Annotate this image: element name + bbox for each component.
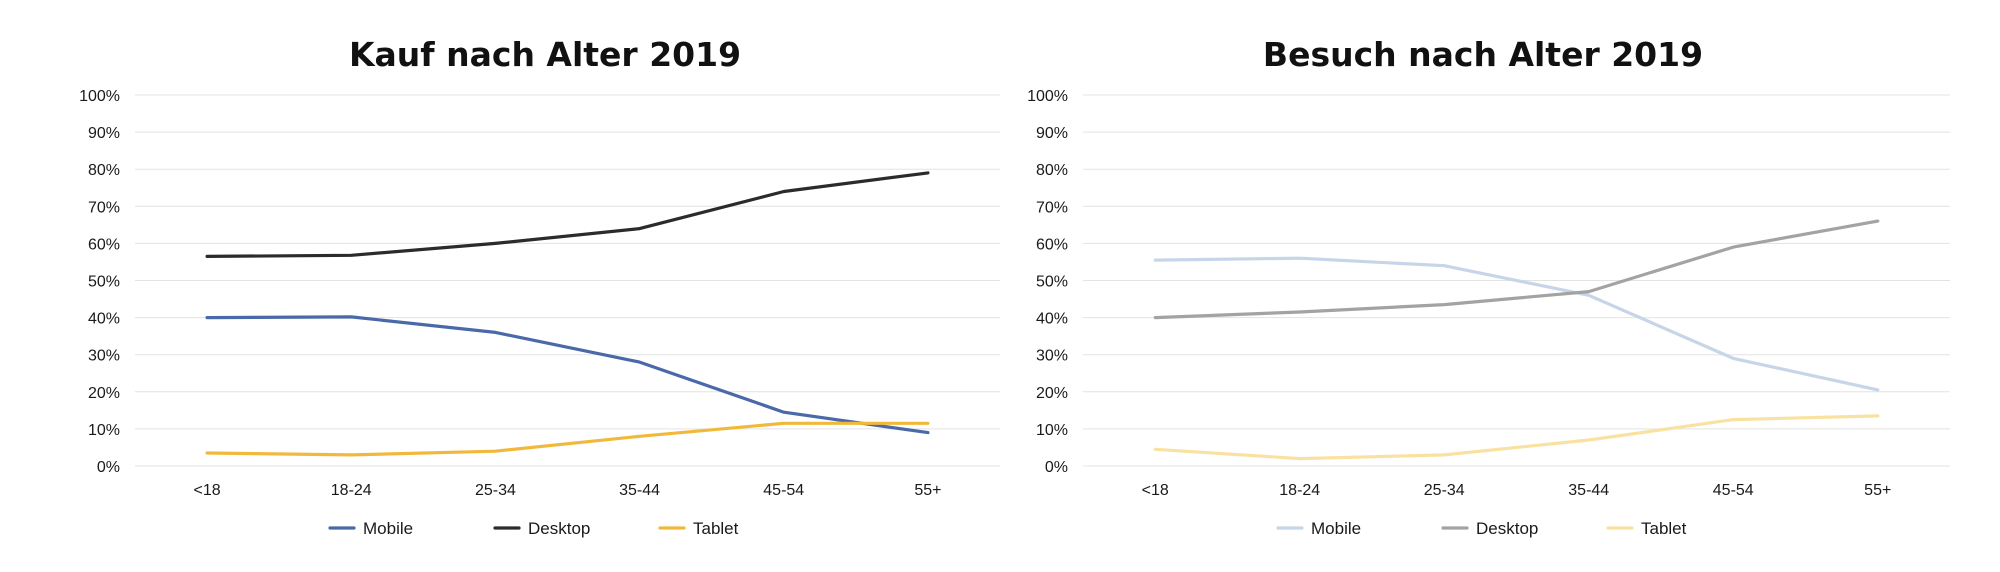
y-tick-label: 80% bbox=[1036, 162, 1068, 179]
y-tick-label: 30% bbox=[1036, 348, 1068, 365]
series-line-tablet bbox=[1153, 414, 1880, 461]
legend-label: Desktop bbox=[1476, 519, 1538, 538]
y-tick-label: 90% bbox=[88, 125, 120, 142]
x-tick-label: 18-24 bbox=[1279, 482, 1320, 499]
series-line-tablet bbox=[205, 421, 930, 457]
y-tick-label: 0% bbox=[1045, 459, 1068, 476]
legend-item-desktop: Desktop bbox=[1441, 519, 1538, 538]
legend-item-tablet: Tablet bbox=[658, 519, 739, 538]
legend-label: Mobile bbox=[363, 519, 413, 538]
chart-title: Besuch nach Alter 2019 bbox=[1263, 35, 1703, 74]
y-tick-label: 60% bbox=[1036, 236, 1068, 253]
x-tick-label: <18 bbox=[194, 482, 221, 499]
x-tick-label: 35-44 bbox=[1568, 482, 1609, 499]
legend-label: Desktop bbox=[528, 519, 590, 538]
y-tick-label: 70% bbox=[1036, 199, 1068, 216]
legend-item-mobile: Mobile bbox=[1276, 519, 1361, 538]
x-tick-label: 35-44 bbox=[619, 482, 660, 499]
y-tick-label: 40% bbox=[88, 311, 120, 328]
x-tick-label: 55+ bbox=[1864, 482, 1891, 499]
y-tick-label: 30% bbox=[88, 348, 120, 365]
y-tick-label: 20% bbox=[1036, 385, 1068, 402]
legend-label: Mobile bbox=[1311, 519, 1361, 538]
legend-item-mobile: Mobile bbox=[328, 519, 413, 538]
x-tick-label: 45-54 bbox=[1713, 482, 1754, 499]
x-tick-label: 25-34 bbox=[1424, 482, 1465, 499]
legend-label: Tablet bbox=[1641, 519, 1687, 538]
y-tick-label: 10% bbox=[88, 422, 120, 439]
chart-kauf: Kauf nach Alter 2019 0% 10% 20% 30% 40% 50% 60… bbox=[79, 35, 1000, 538]
x-tick-label: 45-54 bbox=[763, 482, 804, 499]
legend-item-desktop: Desktop bbox=[493, 519, 590, 538]
series-line-desktop bbox=[205, 171, 930, 258]
y-tick-label: 80% bbox=[88, 162, 120, 179]
y-tick-label: 50% bbox=[1036, 274, 1068, 291]
y-tick-label: 70% bbox=[88, 199, 120, 216]
y-tick-label: 20% bbox=[88, 385, 120, 402]
x-tick-label: 18-24 bbox=[331, 482, 372, 499]
y-tick-label: 60% bbox=[88, 236, 120, 253]
y-tick-label: 0% bbox=[97, 459, 120, 476]
x-tick-label: <18 bbox=[1142, 482, 1169, 499]
chart-besuch: Besuch nach Alter 2019 0% 10% 20% 30% 40% 50%… bbox=[1027, 35, 1950, 538]
x-tick-label: 25-34 bbox=[475, 482, 516, 499]
legend-item-tablet: Tablet bbox=[1606, 519, 1687, 538]
y-tick-label: 90% bbox=[1036, 125, 1068, 142]
series-line-desktop bbox=[1153, 219, 1880, 320]
chart-title: Kauf nach Alter 2019 bbox=[349, 35, 741, 74]
y-tick-label: 100% bbox=[79, 88, 120, 105]
x-tick-label: 55+ bbox=[914, 482, 941, 499]
legend-label: Tablet bbox=[693, 519, 739, 538]
y-tick-label: 50% bbox=[88, 274, 120, 291]
y-tick-label: 100% bbox=[1027, 88, 1068, 105]
y-tick-label: 40% bbox=[1036, 311, 1068, 328]
series-line-mobile bbox=[205, 315, 930, 435]
series-line-mobile bbox=[1153, 256, 1880, 392]
y-tick-label: 10% bbox=[1036, 422, 1068, 439]
